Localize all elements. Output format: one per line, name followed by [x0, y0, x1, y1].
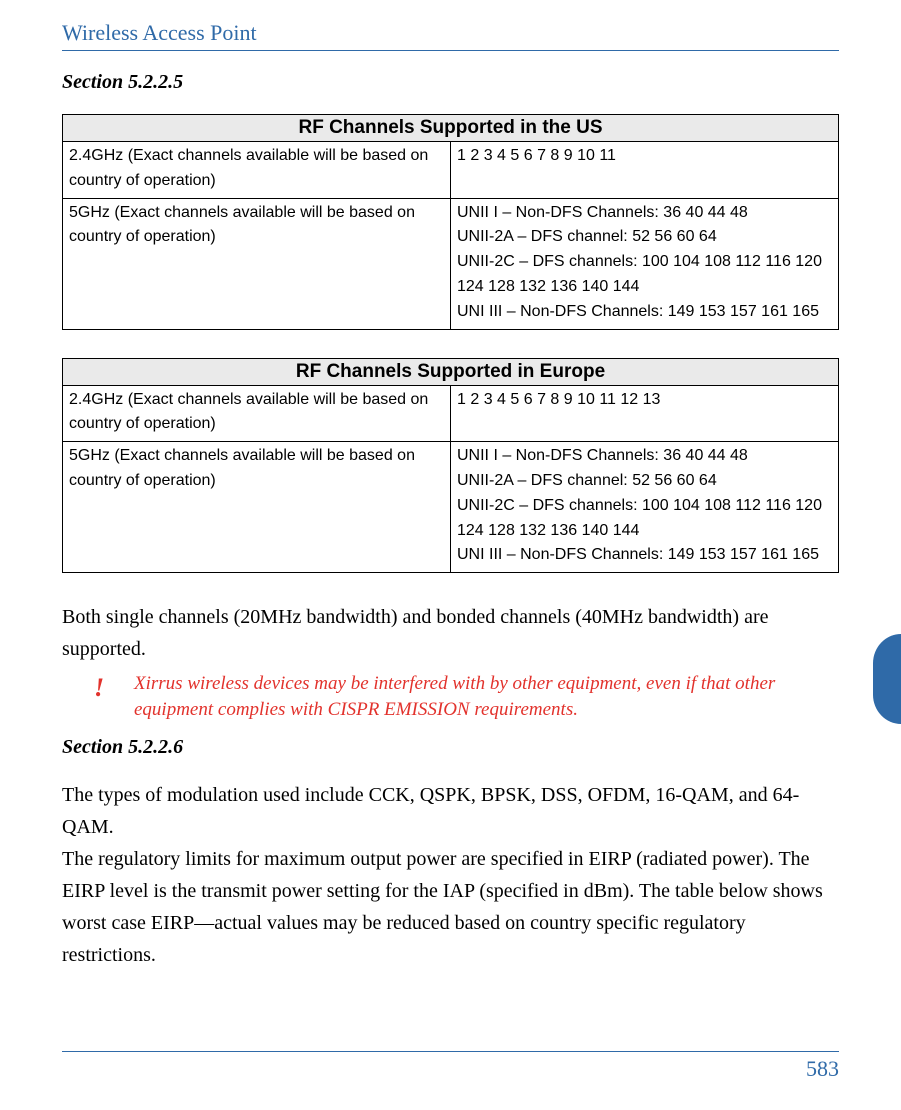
side-tab	[873, 634, 901, 724]
page-footer: 583	[62, 1051, 839, 1082]
table-eu-row2-l3: UNII-2C – DFS channels: 100 104 108 112 …	[457, 494, 832, 544]
section-heading-5226: Section 5.2.2.6	[62, 736, 839, 759]
table-us-row2-l2: UNII-2A – DFS channel: 52 56 60 64	[457, 225, 832, 250]
table-eu-row2-value: UNII I – Non-DFS Channels: 36 40 44 48 U…	[451, 442, 839, 573]
table-eu-row2-l4: UNI III – Non-DFS Channels: 149 153 157 …	[457, 543, 832, 568]
body-para-2a: The types of modulation used include CCK…	[62, 779, 839, 843]
page-header-title: Wireless Access Point	[62, 20, 839, 46]
table-us-row2-label: 5GHz (Exact channels available will be b…	[63, 198, 451, 329]
warning-text: Xirrus wireless devices may be interfere…	[134, 671, 839, 723]
table-eu-row2-l2: UNII-2A – DFS channel: 52 56 60 64	[457, 469, 832, 494]
table-eu-row2-label: 5GHz (Exact channels available will be b…	[63, 442, 451, 573]
table-rf-us: RF Channels Supported in the US 2.4GHz (…	[62, 114, 839, 330]
section-heading-5225: Section 5.2.2.5	[62, 71, 839, 94]
table-eu-title: RF Channels Supported in Europe	[63, 358, 839, 385]
table-rf-eu: RF Channels Supported in Europe 2.4GHz (…	[62, 358, 839, 574]
page-number: 583	[62, 1056, 839, 1082]
table-us-row1-label: 2.4GHz (Exact channels available will be…	[63, 142, 451, 199]
warning-icon: !	[94, 671, 134, 703]
table-us-title: RF Channels Supported in the US	[63, 115, 839, 142]
table-us-row2-l1: UNII I – Non-DFS Channels: 36 40 44 48	[457, 201, 832, 226]
body-para-1: Both single channels (20MHz bandwidth) a…	[62, 601, 839, 665]
table-eu-row2-l1: UNII I – Non-DFS Channels: 36 40 44 48	[457, 444, 832, 469]
table-eu-row1-value: 1 2 3 4 5 6 7 8 9 10 11 12 13	[451, 385, 839, 442]
warning-block: ! Xirrus wireless devices may be interfe…	[94, 671, 839, 723]
footer-rule	[62, 1051, 839, 1052]
body-para-2b: The regulatory limits for maximum output…	[62, 843, 839, 971]
table-eu-row1-label: 2.4GHz (Exact channels available will be…	[63, 385, 451, 442]
table-us-row2-value: UNII I – Non-DFS Channels: 36 40 44 48 U…	[451, 198, 839, 329]
table-us-row2-l3: UNII-2C – DFS channels: 100 104 108 112 …	[457, 250, 832, 300]
header-rule	[62, 50, 839, 51]
table-us-row1-value: 1 2 3 4 5 6 7 8 9 10 11	[451, 142, 839, 199]
table-us-row2-l4: UNI III – Non-DFS Channels: 149 153 157 …	[457, 300, 832, 325]
